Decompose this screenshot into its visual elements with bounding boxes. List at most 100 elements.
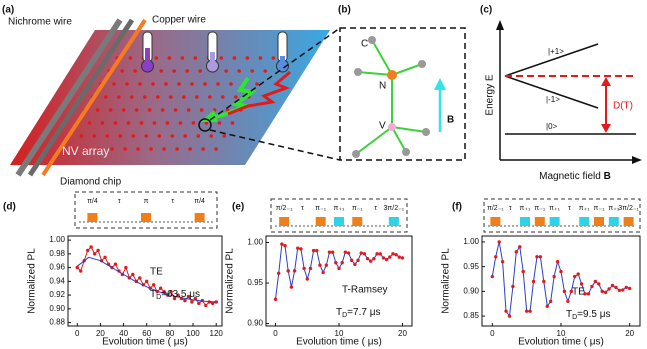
x-axis-label-bold: B: [604, 171, 611, 182]
nv-dot: [84, 147, 88, 151]
nv-dot: [120, 69, 124, 73]
data-point: [569, 289, 574, 294]
level-label: |+1>: [548, 47, 564, 56]
data-point: [579, 282, 584, 286]
nv-dot: [170, 134, 175, 138]
pulse-label: τ: [301, 205, 304, 212]
data-point: [600, 289, 604, 294]
data-point: [214, 300, 218, 304]
data-point: [211, 301, 215, 306]
x-axis-label: Evolution time ( μs): [296, 337, 382, 348]
nv-dot: [186, 108, 191, 112]
pulse: [608, 217, 619, 226]
data-point: [555, 260, 560, 264]
nv-dot: [133, 69, 137, 73]
y-tick-label: 0.96: [49, 263, 65, 272]
nv-dot: [165, 121, 170, 125]
atom-label: C: [361, 39, 368, 50]
x-tick-label: 0: [75, 329, 80, 338]
x-tick-label: 0: [490, 329, 495, 338]
copper-wire: [41, 18, 147, 177]
data-point: [183, 298, 187, 303]
nv-dot: [139, 121, 144, 125]
nv-dot: [118, 134, 123, 138]
axis-arrow: [632, 156, 642, 164]
y-tick-label: 0.85: [463, 311, 479, 320]
nv-dot: [178, 121, 183, 125]
pulse: [579, 217, 590, 226]
pulse: [520, 217, 530, 226]
nv-dot: [110, 147, 114, 151]
data-point: [586, 292, 591, 296]
pulse-label: π₊₁: [608, 205, 620, 212]
nv-dot: [156, 95, 160, 99]
pulse-label: π₊₁: [334, 205, 346, 212]
x-tick-label: 10: [335, 329, 344, 338]
pulse-label: τ: [509, 205, 512, 212]
nv-dot: [190, 82, 194, 86]
data-point: [75, 265, 79, 270]
y-tick-label: 0.95: [247, 278, 263, 287]
data-point: [283, 244, 287, 248]
pulse-label: π₊₁: [520, 205, 532, 212]
data-point: [362, 252, 367, 256]
data-point: [535, 255, 539, 259]
nv-dots: [58, 56, 276, 151]
nv-dot: [271, 56, 276, 60]
series-line: [491, 241, 630, 318]
pulse-label: π₊₁: [579, 205, 591, 212]
data-point: [349, 258, 354, 263]
td-text: =63.5 μs: [161, 289, 200, 300]
pulse-label: π/4: [194, 198, 205, 205]
nv-dot: [263, 69, 267, 73]
data-point: [400, 256, 405, 260]
nv-dot: [164, 82, 168, 86]
data-point: [528, 309, 532, 313]
data-point: [614, 285, 618, 290]
thermometer: [276, 31, 289, 73]
data-point: [302, 266, 306, 271]
nv-dot: [234, 95, 238, 99]
thermometer: [141, 31, 154, 73]
series-line: [76, 256, 217, 303]
nv-dot: [149, 147, 153, 151]
data-point: [176, 293, 180, 297]
x-tick-label: 120: [210, 329, 224, 338]
nv-dot: [136, 147, 140, 151]
nv-dot: [208, 95, 212, 99]
data-point: [597, 282, 601, 286]
nv-dot: [138, 82, 142, 86]
nv-dot: [152, 121, 157, 125]
y-tick-label: 0.98: [49, 249, 65, 258]
data-point: [308, 266, 313, 271]
nv-dot: [204, 121, 209, 125]
axis-arrow: [496, 20, 504, 30]
data-point: [524, 309, 529, 313]
x-tick-label: 0: [273, 329, 278, 338]
nv-dot: [123, 147, 127, 151]
data-point: [276, 271, 281, 275]
nv-dot: [143, 95, 147, 99]
zoom-line: [209, 27, 341, 121]
panel-label: (a): [2, 5, 14, 16]
nv-dot: [159, 69, 163, 73]
pulse: [194, 213, 205, 222]
pulse-label: 3π/2₋₁: [384, 205, 405, 212]
data-point: [545, 304, 549, 308]
nv-dot: [195, 95, 199, 99]
pulse-label: π₋₁: [352, 205, 364, 212]
nv-dot: [79, 134, 84, 138]
data-point: [273, 297, 278, 301]
data-point: [542, 279, 546, 284]
x-tick-label: 40: [119, 329, 128, 338]
data-point: [193, 296, 198, 301]
nv-dot: [144, 134, 149, 138]
pulse: [87, 213, 98, 222]
nv-dot: [108, 108, 113, 112]
data-point: [299, 247, 303, 251]
data-point: [381, 256, 386, 260]
data-point: [204, 303, 208, 308]
label: Diamond chip: [60, 177, 122, 188]
x-axis-label: Evolution time ( μs): [102, 337, 188, 348]
nv-dot: [121, 108, 126, 112]
